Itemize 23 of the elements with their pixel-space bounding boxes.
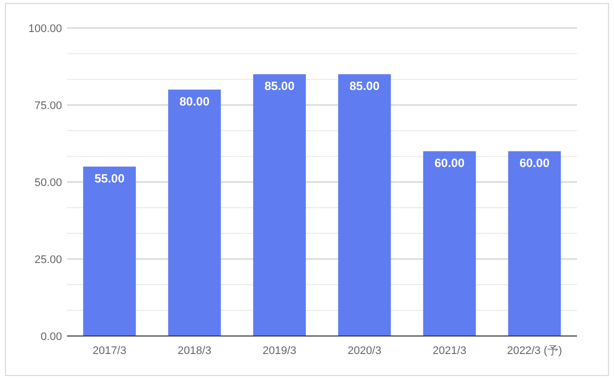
data-label: 80.00 [179, 94, 210, 109]
x-tick-label: 2017/3 [92, 345, 126, 357]
data-label: 85.00 [349, 79, 380, 94]
x-tick-label: 2020/3 [348, 345, 382, 357]
data-label: 85.00 [264, 79, 295, 94]
bar [338, 74, 391, 336]
bar [253, 74, 306, 336]
y-tick-label: 25.00 [34, 254, 62, 266]
bar [83, 166, 136, 336]
x-tick-label: 2018/3 [178, 345, 212, 357]
bar [168, 90, 221, 336]
y-tick-label: 75.00 [34, 100, 62, 112]
x-tick-label: 2022/3 (予) [506, 345, 562, 357]
y-tick-label: 100.00 [28, 23, 62, 35]
bar [423, 151, 476, 336]
data-label: 60.00 [519, 156, 550, 170]
y-tick-label: 50.00 [34, 177, 62, 189]
data-label: 60.00 [434, 156, 465, 170]
x-tick-label: 2021/3 [432, 345, 466, 357]
data-label: 55.00 [94, 172, 125, 186]
bar [508, 151, 561, 336]
y-tick-label: 0.00 [40, 331, 62, 343]
x-tick-label: 2019/3 [262, 345, 296, 357]
